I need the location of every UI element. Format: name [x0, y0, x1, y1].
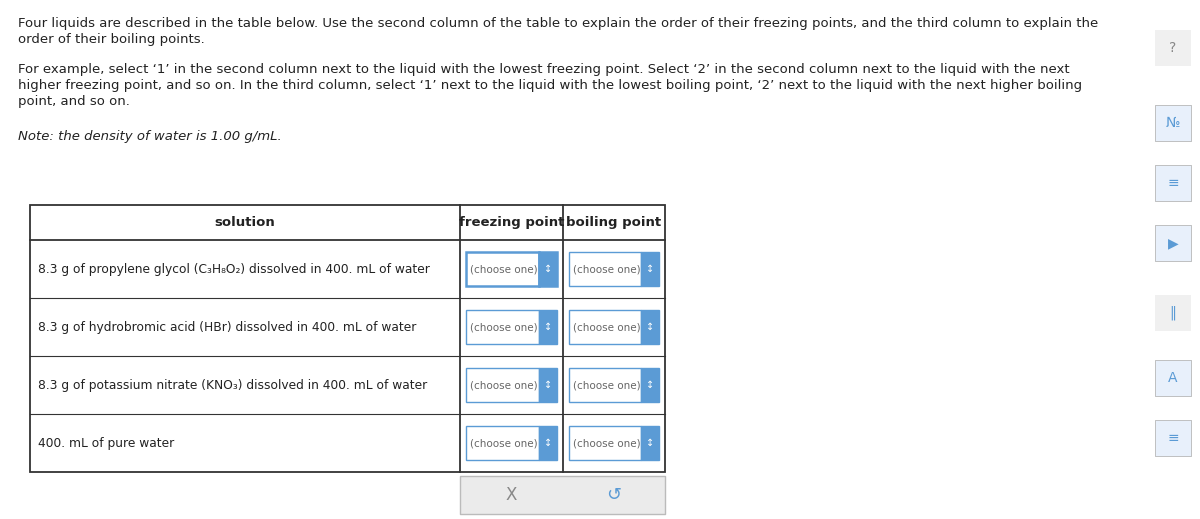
Bar	[539, 368, 557, 402]
Text: ?: ?	[1169, 41, 1177, 55]
Bar	[641, 368, 659, 402]
Text: 8.3 g of hydrobromic acid (HBr) dissolved in 400. mL of water: 8.3 g of hydrobromic acid (HBr) dissolve…	[38, 321, 416, 334]
Text: ↕: ↕	[544, 438, 552, 448]
Text: ↕: ↕	[646, 322, 654, 332]
Text: №: №	[1166, 116, 1180, 130]
Text: order of their boiling points.: order of their boiling points.	[18, 33, 205, 46]
Bar	[1154, 30, 1190, 66]
Text: (choose one): (choose one)	[470, 322, 538, 332]
Bar	[1154, 295, 1190, 331]
Bar	[466, 310, 539, 344]
Text: 400. mL of pure water: 400. mL of pure water	[38, 436, 174, 449]
Text: ▶: ▶	[1168, 236, 1178, 250]
Text: higher freezing point, and so on. In the third column, select ‘1’ next to the li: higher freezing point, and so on. In the…	[18, 79, 1082, 92]
Bar	[641, 426, 659, 460]
Text: boiling point: boiling point	[566, 216, 661, 229]
Text: (choose one): (choose one)	[574, 438, 641, 448]
Text: Note: the density of water is 1.00 g/mL.: Note: the density of water is 1.00 g/mL.	[18, 130, 282, 143]
Text: (choose one): (choose one)	[470, 438, 538, 448]
Bar	[1154, 420, 1190, 456]
Bar	[466, 368, 539, 402]
Text: ↕: ↕	[646, 438, 654, 448]
Text: (choose one): (choose one)	[470, 264, 538, 274]
Text: freezing point: freezing point	[458, 216, 564, 229]
Text: ↺: ↺	[606, 486, 622, 504]
Bar	[1154, 105, 1190, 141]
Bar	[539, 310, 557, 344]
Text: ↕: ↕	[544, 380, 552, 390]
Bar	[466, 252, 539, 286]
Text: ‖: ‖	[1170, 306, 1176, 320]
Text: 8.3 g of propylene glycol (C₃H₈O₂) dissolved in 400. mL of water: 8.3 g of propylene glycol (C₃H₈O₂) disso…	[38, 263, 430, 276]
Bar	[569, 368, 641, 402]
Bar	[1154, 225, 1190, 261]
Text: ↕: ↕	[544, 322, 552, 332]
Text: ↕: ↕	[544, 264, 552, 274]
Bar	[539, 252, 557, 286]
Text: ↕: ↕	[646, 264, 654, 274]
Bar	[641, 310, 659, 344]
Bar	[569, 426, 641, 460]
Text: A: A	[1169, 371, 1177, 385]
Bar	[641, 252, 659, 286]
Bar	[539, 426, 557, 460]
Text: ↕: ↕	[646, 380, 654, 390]
Text: (choose one): (choose one)	[574, 380, 641, 390]
Text: (choose one): (choose one)	[574, 322, 641, 332]
Text: solution: solution	[215, 216, 275, 229]
Text: ≡: ≡	[1168, 431, 1178, 445]
Bar	[466, 426, 539, 460]
Text: (choose one): (choose one)	[470, 380, 538, 390]
Text: For example, select ‘1’ in the second column next to the liquid with the lowest : For example, select ‘1’ in the second co…	[18, 63, 1069, 76]
Bar	[460, 476, 665, 514]
Text: ≡: ≡	[1168, 176, 1178, 190]
Bar	[1154, 165, 1190, 201]
Text: X: X	[506, 486, 517, 504]
Text: (choose one): (choose one)	[574, 264, 641, 274]
Bar	[1154, 360, 1190, 396]
Bar	[569, 310, 641, 344]
Text: 8.3 g of potassium nitrate (KNO₃) dissolved in 400. mL of water: 8.3 g of potassium nitrate (KNO₃) dissol…	[38, 378, 427, 391]
Text: point, and so on.: point, and so on.	[18, 95, 130, 108]
Bar	[30, 205, 665, 472]
Text: Four liquids are described in the table below. Use the second column of the tabl: Four liquids are described in the table …	[18, 17, 1098, 30]
Bar	[569, 252, 641, 286]
